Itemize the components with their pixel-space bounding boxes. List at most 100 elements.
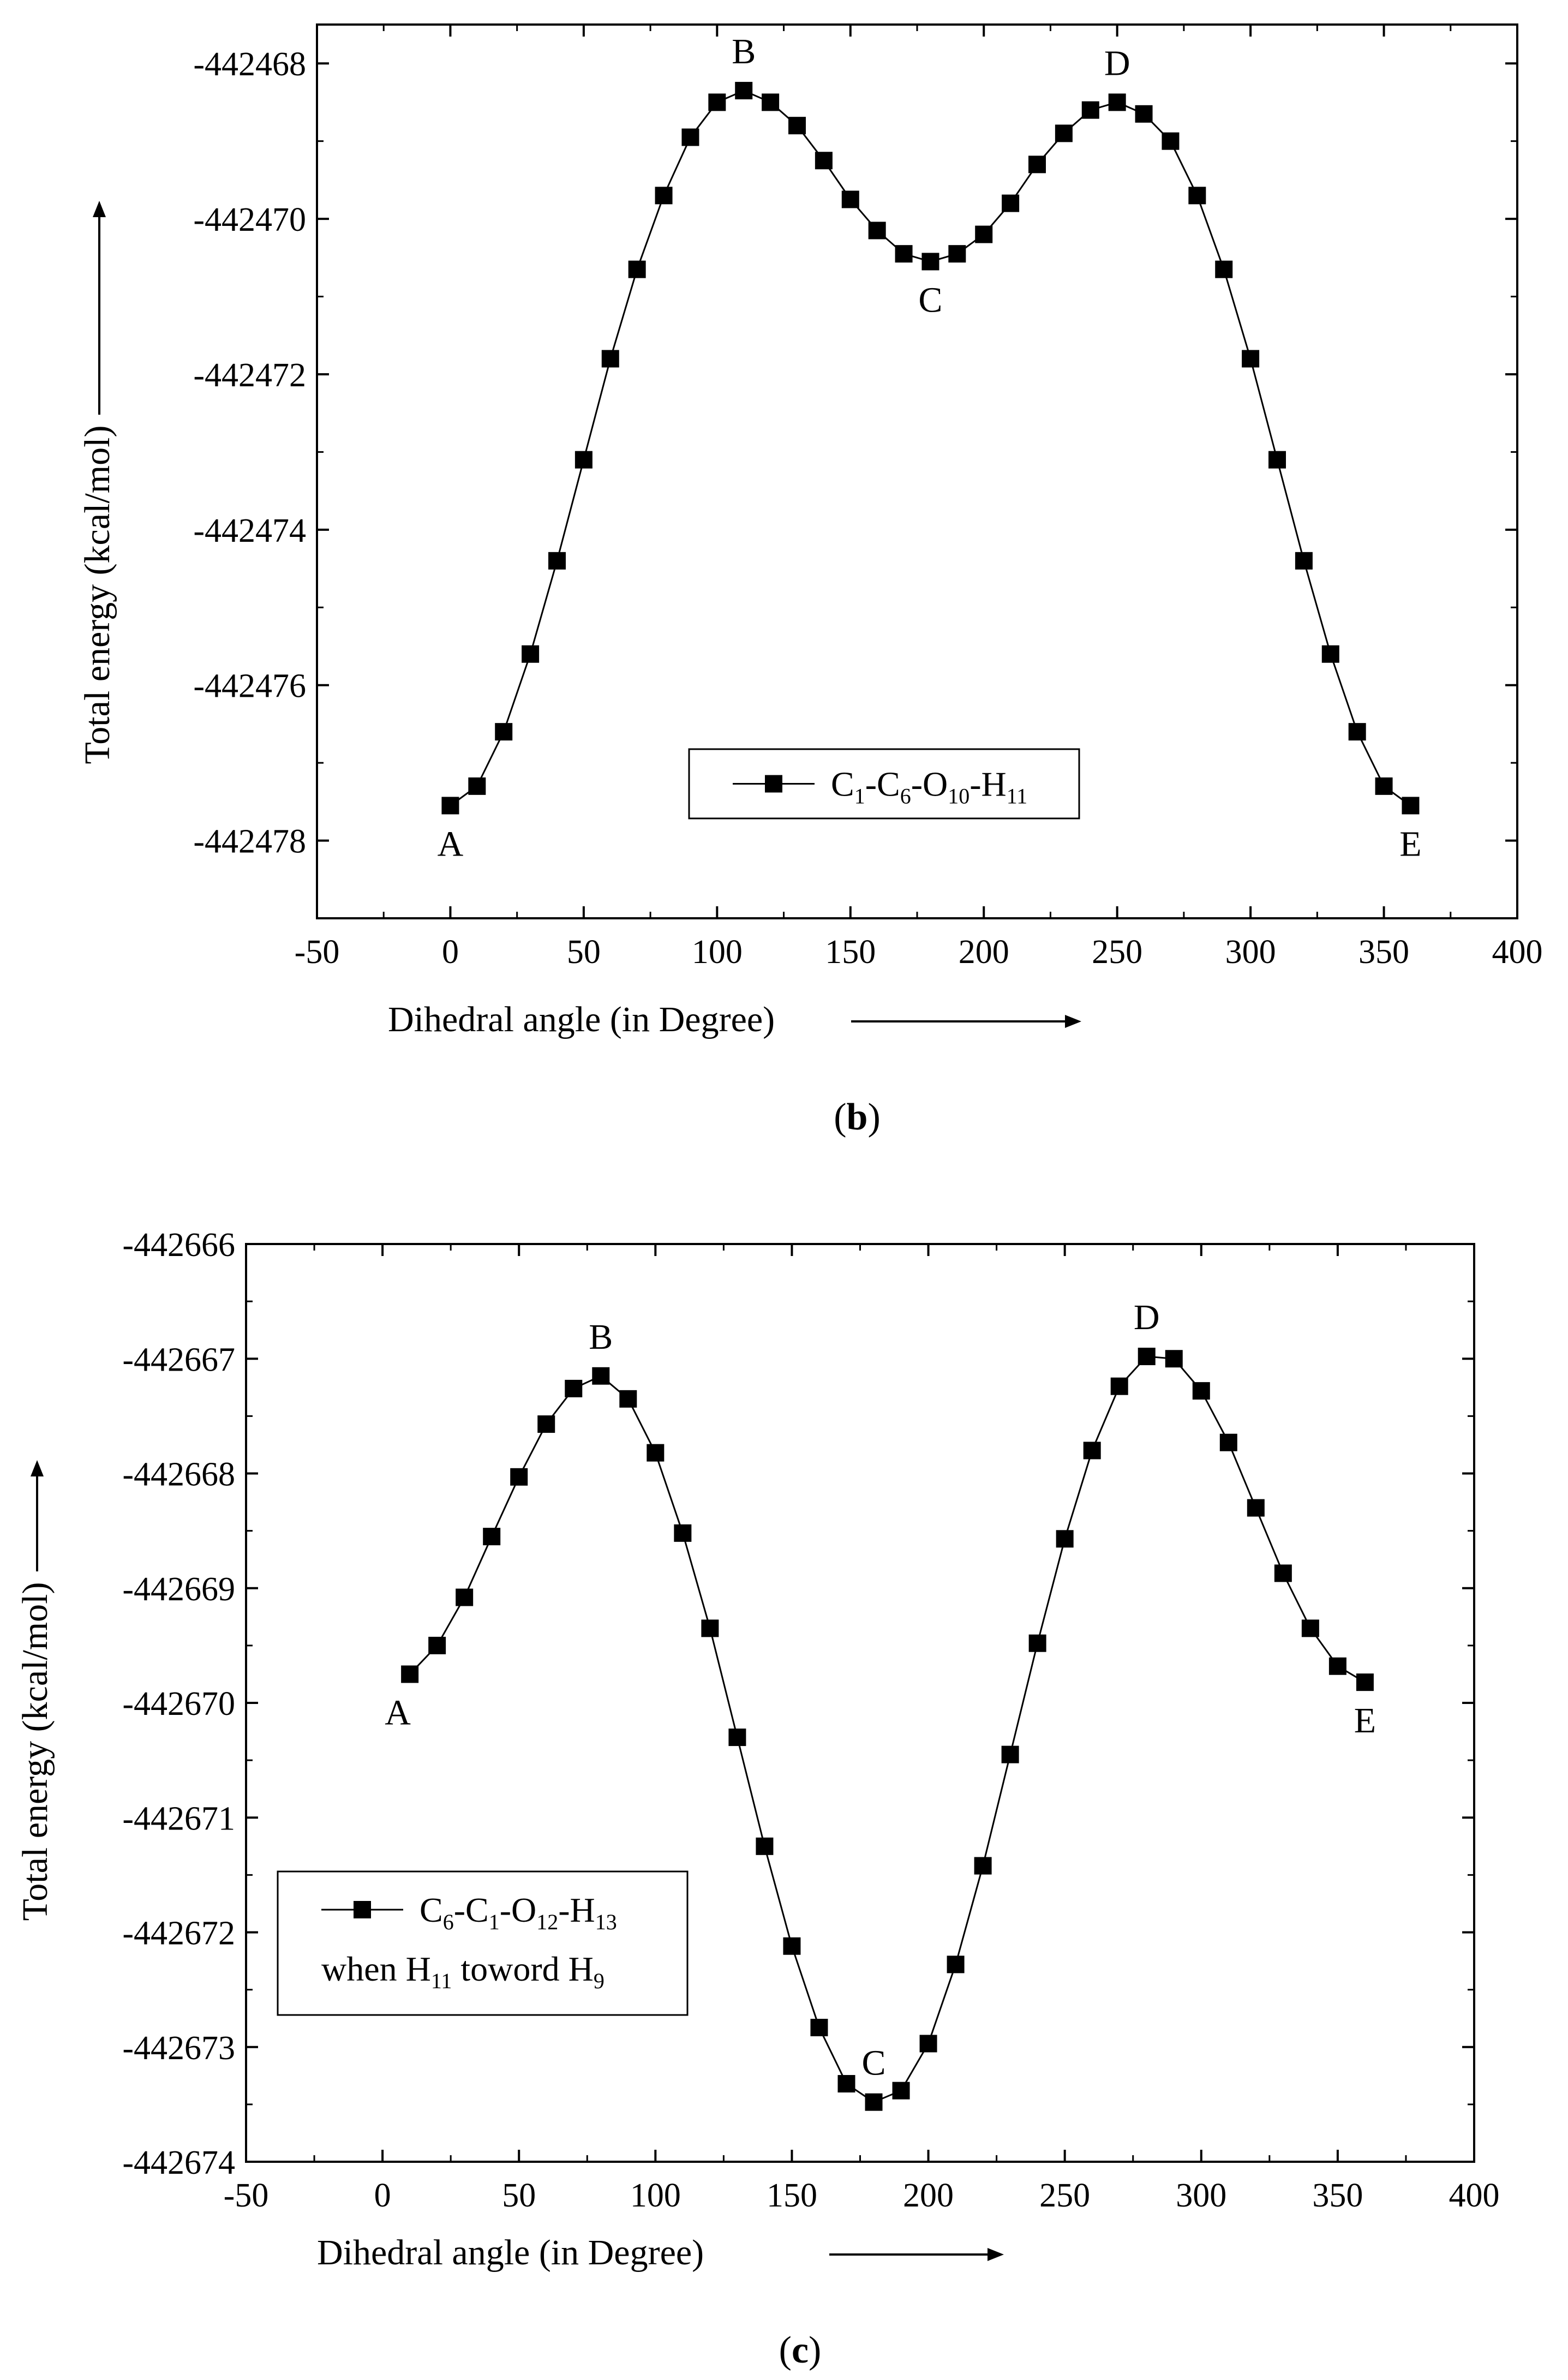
panel-label-open: ( xyxy=(779,2329,792,2371)
data-point xyxy=(1295,552,1313,570)
data-point xyxy=(647,1444,665,1462)
panel-label-close: ) xyxy=(809,2329,821,2371)
legend-marker xyxy=(354,1901,371,1918)
x-tick-label: 0 xyxy=(442,934,459,971)
data-point xyxy=(815,152,833,170)
y-tick-label: -442674 xyxy=(122,2144,235,2181)
data-point xyxy=(1165,1350,1183,1368)
chart-panel-b: -50 0 50 100 150 200 250 300 350 400 -442478 -44247… xyxy=(77,23,1543,1138)
data-point xyxy=(728,1729,746,1747)
data-point xyxy=(1402,797,1420,815)
data-point xyxy=(1321,645,1339,663)
data-point xyxy=(601,350,619,368)
panel-label-letter: b xyxy=(847,1096,868,1138)
y-tick-label: -442474 xyxy=(193,512,306,549)
legend-label-line2: when H11 toword H9 xyxy=(321,1950,605,1993)
data-point xyxy=(1348,723,1366,741)
data-point xyxy=(1028,1634,1046,1652)
y-axis-title: Total energy (kcal/mol) xyxy=(77,426,117,764)
legend-subscript: 6 xyxy=(443,1910,454,1934)
x-tick-label: 100 xyxy=(630,2177,681,2214)
data-point xyxy=(868,222,886,240)
data-point xyxy=(1274,1564,1292,1582)
x-tick-label: 150 xyxy=(825,934,876,971)
data-point xyxy=(574,451,593,469)
data-point xyxy=(681,128,699,146)
y-tick-label: -442668 xyxy=(122,1456,235,1493)
data-point xyxy=(701,1619,719,1637)
data-point xyxy=(1356,1673,1374,1691)
x-tick-label: 250 xyxy=(1039,2177,1090,2214)
point-label-A: A xyxy=(438,824,464,864)
x-axis-title: Dihedral angle (in Degree) xyxy=(388,1000,775,1039)
data-point xyxy=(483,1528,501,1546)
y-tick-label: -442468 xyxy=(193,46,306,83)
data-point xyxy=(1028,156,1046,174)
y-tick-label: -442670 xyxy=(122,1685,235,1723)
x-tick-label: 250 xyxy=(1092,934,1142,971)
y-tick-label: -442669 xyxy=(122,1571,235,1608)
data-point xyxy=(565,1379,583,1397)
data-point xyxy=(1192,1382,1210,1400)
data-point xyxy=(788,117,806,135)
x-axis-arrowhead xyxy=(988,2248,1004,2261)
legend-text-part: -H xyxy=(558,1891,595,1929)
x-tick-label: 200 xyxy=(903,2177,954,2214)
x-tick-label: 150 xyxy=(767,2177,817,2214)
panel-label-letter: c xyxy=(792,2329,809,2371)
legend-subscript: 13 xyxy=(595,1910,617,1934)
x-tick-label: 0 xyxy=(374,2177,391,2214)
point-label-A: A xyxy=(385,1693,411,1732)
data-point xyxy=(468,777,486,795)
data-point xyxy=(1081,101,1099,119)
legend-text-part: C xyxy=(420,1891,443,1929)
legend-label: C1-C6-O10-H11 xyxy=(831,765,1027,809)
legend-text-part: -O xyxy=(500,1891,537,1929)
point-label-E: E xyxy=(1399,824,1421,864)
data-point xyxy=(628,260,646,278)
data-point xyxy=(495,723,513,741)
data-point xyxy=(1247,1499,1265,1517)
data-point xyxy=(841,190,859,208)
panel-label: (c) xyxy=(779,2329,822,2371)
legend-subscript: 1 xyxy=(854,784,865,809)
legend-box xyxy=(277,1870,689,2016)
data-point xyxy=(522,645,540,663)
data-point xyxy=(756,1837,774,1855)
data-point xyxy=(1328,1657,1346,1675)
y-axis-arrowhead xyxy=(31,1460,44,1476)
y-tick-label: -442673 xyxy=(122,2030,235,2067)
data-point xyxy=(428,1636,446,1654)
legend-subscript: 11 xyxy=(1007,784,1028,809)
legend-subscript: 12 xyxy=(536,1910,558,1934)
data-point xyxy=(548,552,566,570)
point-label-E: E xyxy=(1354,1701,1376,1741)
data-point xyxy=(1110,1377,1128,1395)
x-tick-label: 400 xyxy=(1492,934,1543,971)
y-tick-label: -442478 xyxy=(193,823,306,860)
data-point xyxy=(456,1588,474,1606)
data-point xyxy=(1219,1433,1237,1451)
panel-label-open: ( xyxy=(834,1096,846,1138)
data-point xyxy=(1055,124,1073,142)
legend-marker xyxy=(765,775,782,793)
data-point xyxy=(921,253,939,271)
data-point xyxy=(865,2093,883,2111)
data-point xyxy=(592,1367,610,1385)
point-label-D: D xyxy=(1134,1297,1160,1337)
data-point xyxy=(441,797,459,815)
x-tick-label: 50 xyxy=(502,2177,536,2214)
x-tick-label: 300 xyxy=(1225,934,1276,971)
data-point xyxy=(1268,451,1286,469)
legend-text-part: C xyxy=(831,765,854,804)
data-point xyxy=(947,1956,965,1974)
point-label-B: B xyxy=(732,32,756,71)
legend-text-part: -H xyxy=(969,765,1007,804)
data-point xyxy=(1242,350,1260,368)
x-axis-title: Dihedral angle (in Degree) xyxy=(317,2233,704,2273)
x-tick-label: 100 xyxy=(692,934,743,971)
point-label-B: B xyxy=(589,1317,613,1357)
data-point xyxy=(1188,187,1206,205)
